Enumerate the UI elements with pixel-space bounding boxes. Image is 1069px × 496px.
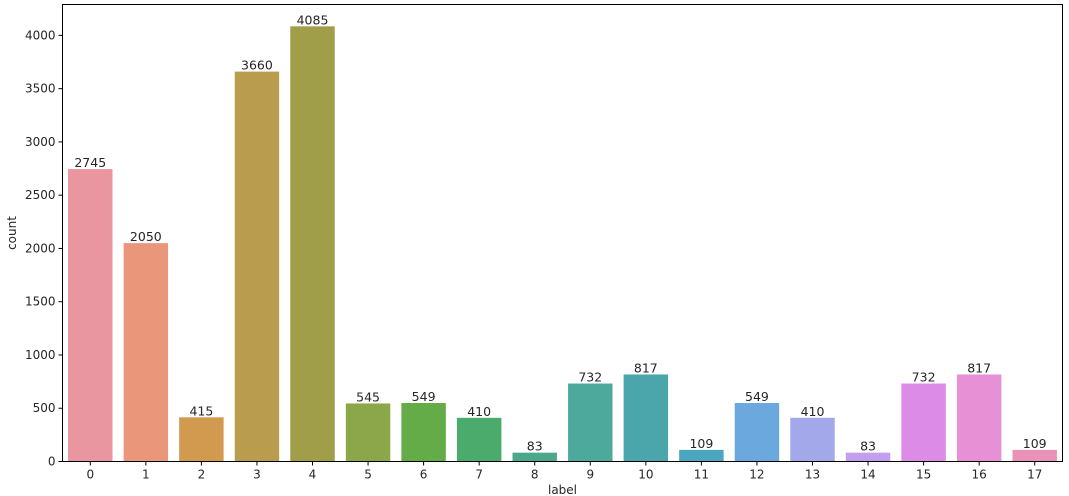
y-tick-label-3000: 3000 [25,135,56,149]
x-tick-label-13: 13 [805,468,820,482]
y-axis-label: count [5,216,19,250]
x-tick-label-6: 6 [420,468,428,482]
data-labels-group: 2745 2050 415 3660 4085 545 549 410 83 732 817 109 5… [74,12,1046,453]
y-tick-label-2500: 2500 [25,188,56,202]
x-tick-label-10: 10 [638,468,653,482]
bar-4 [290,26,335,462]
data-label-3: 3660 [241,58,273,73]
data-label-9: 732 [578,370,602,385]
x-tick-label-17: 17 [1027,468,1042,482]
data-label-6: 549 [412,389,436,404]
data-label-17: 109 [1023,436,1047,451]
x-axis: 0 1 2 3 4 5 6 7 8 9 10 11 12 13 14 15 16 17 [86,461,1042,482]
data-label-13: 410 [801,404,825,419]
data-label-4: 4085 [297,12,329,27]
bar-11 [679,449,724,462]
y-tick-label-1500: 1500 [25,295,56,309]
y-tick-label-1000: 1000 [25,348,56,362]
data-label-5: 545 [356,389,380,404]
bar-13 [790,417,835,462]
x-tick-label-15: 15 [916,468,931,482]
data-label-1: 2050 [130,229,162,244]
bar-2 [179,417,224,462]
data-label-12: 549 [745,389,769,404]
bar-1 [123,243,169,462]
bar-10 [623,374,669,462]
data-label-7: 410 [467,404,491,419]
bar-17 [1012,449,1057,462]
y-tick-label-3500: 3500 [25,82,56,96]
x-tick-label-11: 11 [694,468,709,482]
bar-8 [512,452,557,462]
x-tick-label-16: 16 [972,468,987,482]
x-tick-label-12: 12 [749,468,764,482]
x-tick-label-8: 8 [531,468,539,482]
x-axis-label: label [548,483,577,496]
x-tick-label-7: 7 [475,468,483,482]
y-axis: 0 500 1000 1500 2000 2500 3000 3500 4000 [25,28,63,469]
bar-7 [456,417,502,462]
data-label-0: 2745 [74,155,106,170]
y-tick-label-4000: 4000 [25,28,56,42]
y-tick-label-0: 0 [48,455,56,469]
x-tick-label-3: 3 [253,468,261,482]
bar-6 [401,403,446,462]
x-tick-label-14: 14 [860,468,875,482]
x-tick-label-2: 2 [198,468,206,482]
data-label-10: 817 [634,360,658,375]
y-tick-label-2000: 2000 [25,241,56,255]
data-label-8: 83 [527,439,543,454]
data-label-14: 83 [860,439,876,454]
bar-14 [845,452,891,462]
data-label-15: 732 [912,370,936,385]
plot-frame [62,4,1063,462]
x-tick-label-0: 0 [86,468,94,482]
y-tick-label-500: 500 [33,401,56,415]
x-tick-label-5: 5 [364,468,372,482]
bars-group [68,26,1057,462]
x-tick-label-9: 9 [586,468,594,482]
bar-5 [345,403,391,462]
bar-9 [568,383,613,462]
bar-3 [234,71,280,462]
bar-12 [734,403,780,462]
x-tick-label-4: 4 [309,468,317,482]
data-label-16: 817 [967,360,991,375]
x-tick-label-1: 1 [142,468,150,482]
bar-15 [901,383,946,462]
bar-0 [68,169,113,462]
data-label-11: 109 [689,436,713,451]
bar-16 [956,374,1002,462]
data-label-2: 415 [189,403,213,418]
